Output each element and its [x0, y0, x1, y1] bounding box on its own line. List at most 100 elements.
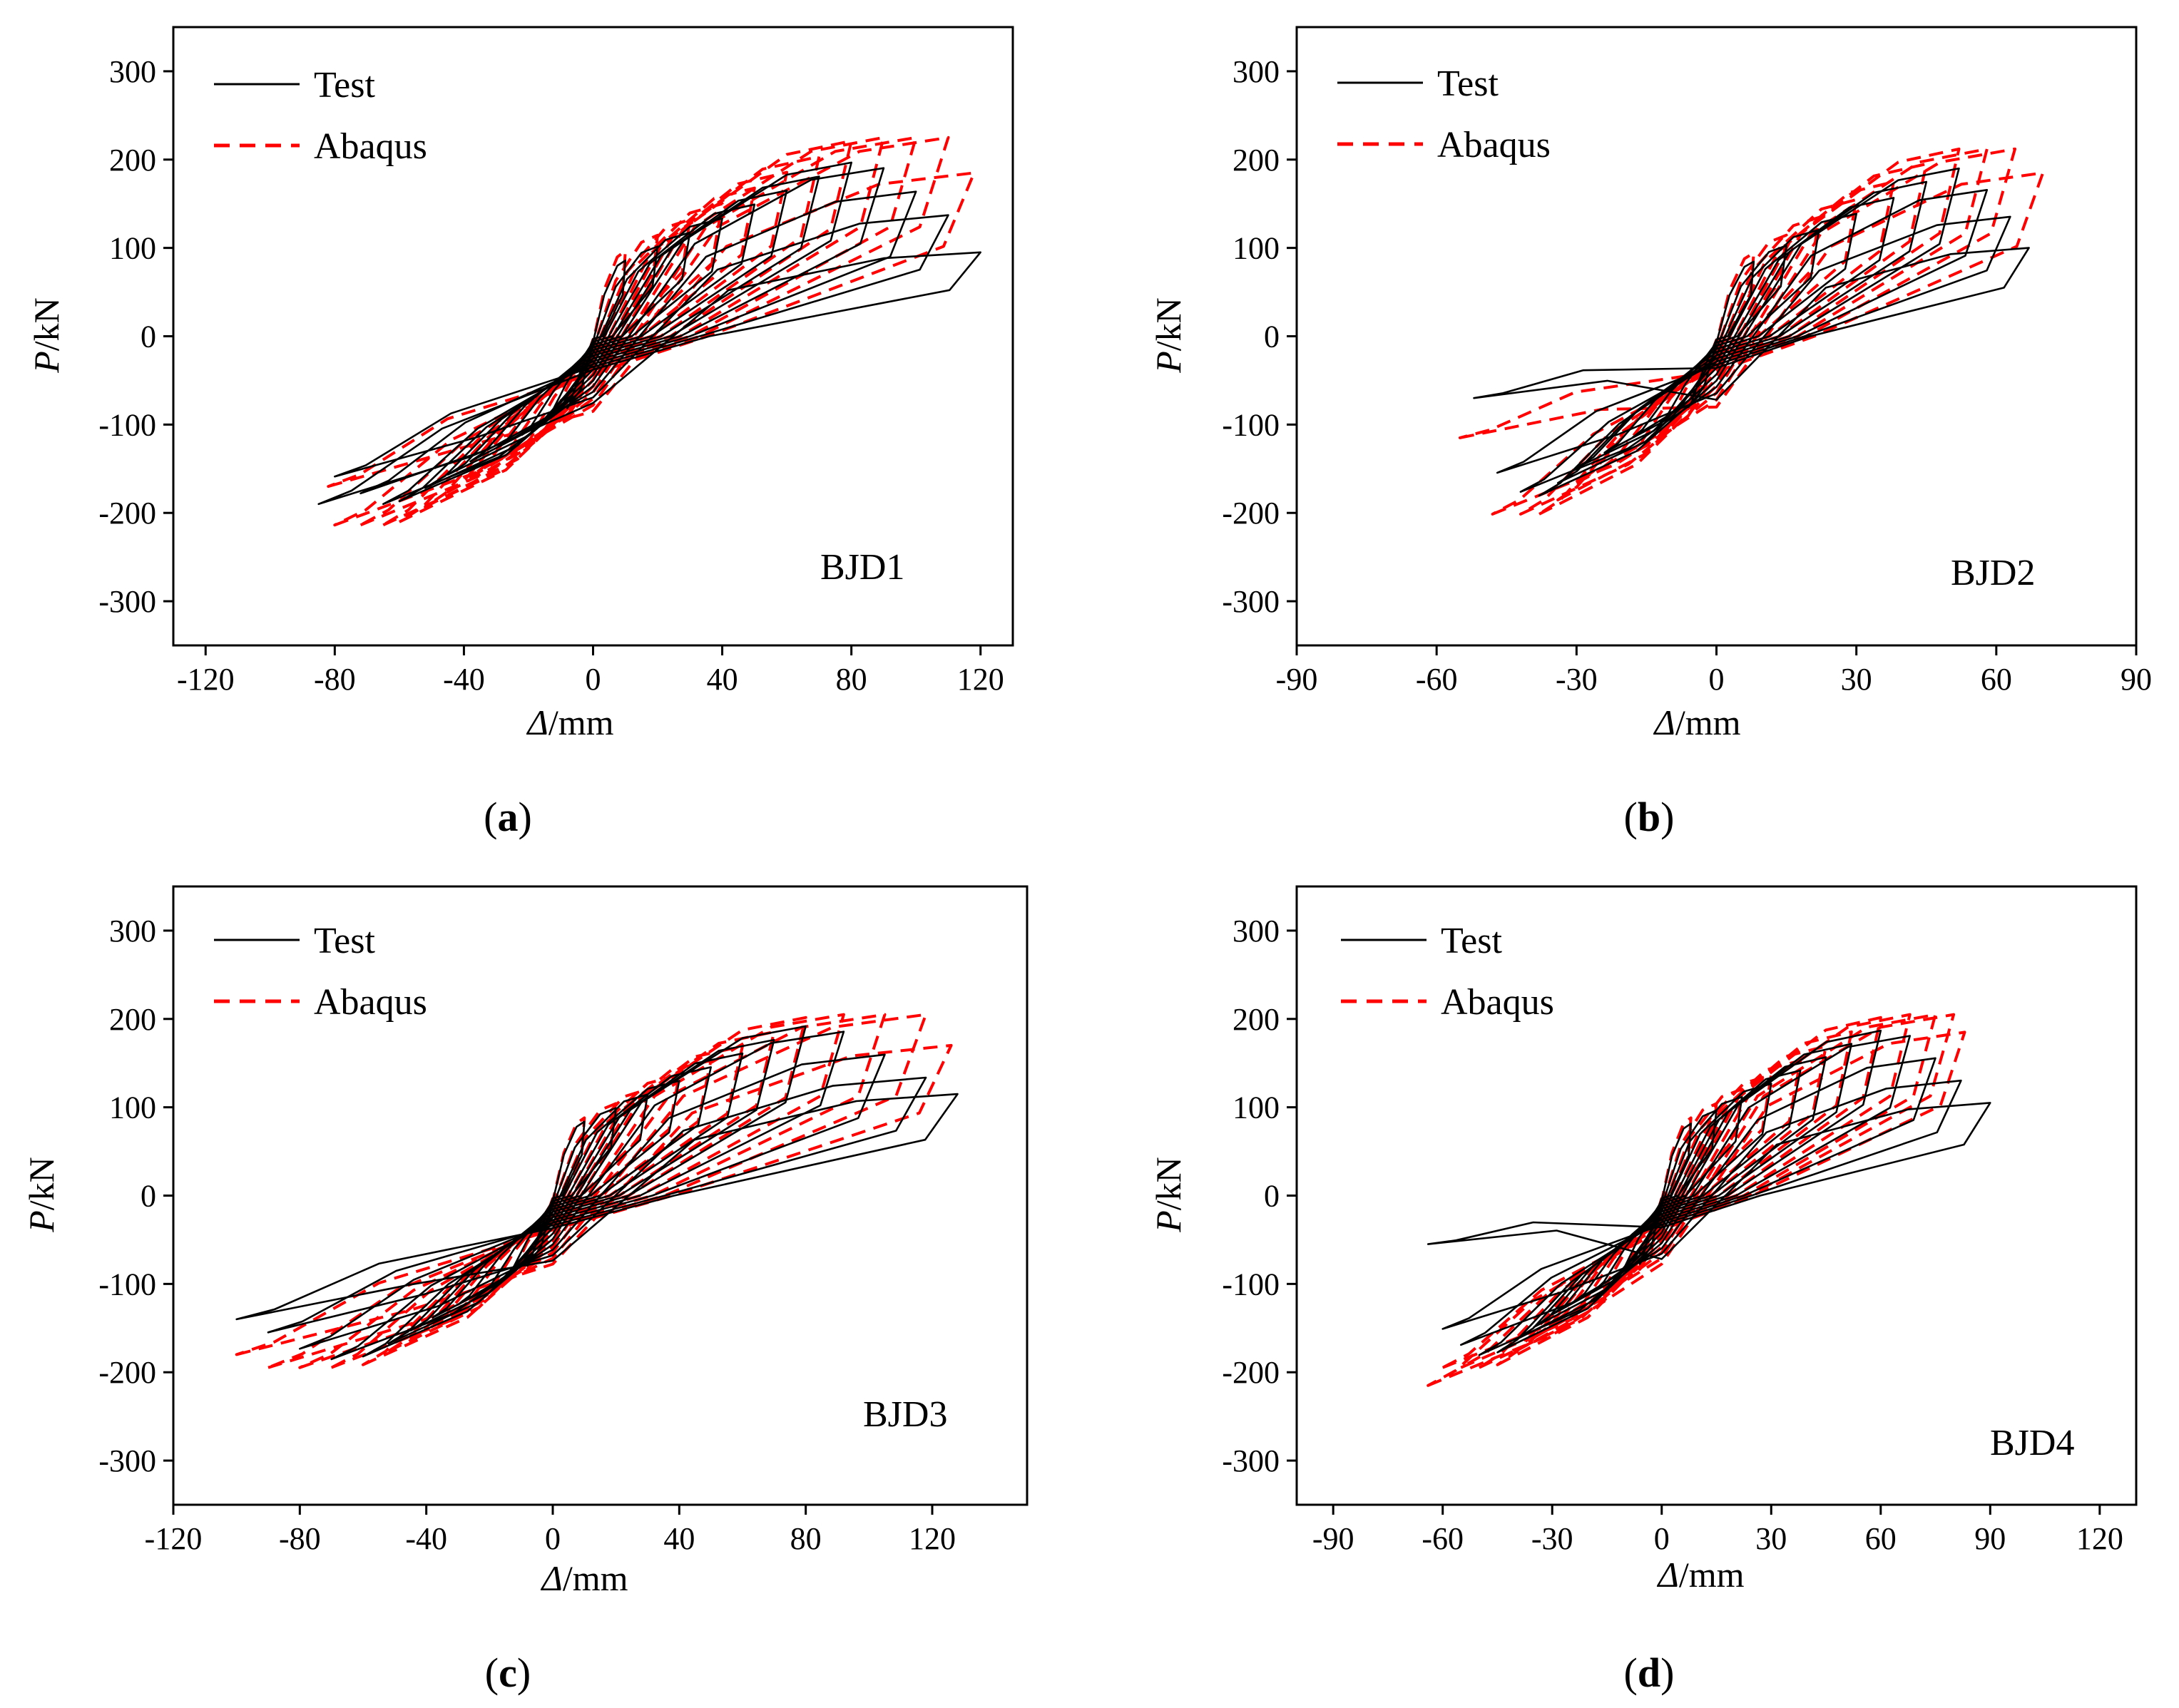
x-axis-unit: /mm [548, 702, 614, 742]
panel-d: -90 -60 -30 0 30 60 90 120-300-200-100010020030… [1148, 885, 2138, 1696]
caption-close: ) [1660, 794, 1674, 840]
test-loop [409, 1052, 744, 1332]
ticks-layer: -120 -80 -40 0 40 80 120 -300 -200 -100 0 100 200 300 [98, 914, 956, 1556]
x-tick-label: 0 [1709, 662, 1725, 697]
y-tick-label: 200 [1233, 143, 1280, 178]
y-tick-label: -100 [98, 1267, 156, 1302]
y-tick-label: 200 [109, 1002, 156, 1037]
caption-open: ( [484, 794, 497, 840]
test-loop [359, 190, 917, 495]
x-tick-label: 80 [790, 1521, 822, 1556]
y-tick-label: 0 [141, 1179, 156, 1214]
caption-close: ) [517, 1650, 531, 1696]
y-axis-title: P/kN [26, 297, 66, 374]
y-axis-unit: /kN [1148, 1157, 1188, 1210]
y-tick-label: -200 [98, 1355, 156, 1390]
test-loop [235, 1093, 959, 1321]
y-tick-label: -200 [1222, 496, 1280, 531]
legend: Test Abaqus [1341, 921, 1554, 1023]
x-tick-label: 60 [1981, 662, 2012, 697]
x-axis-title: Δ/mm [540, 1558, 628, 1598]
panel-caption: (c) [485, 1650, 531, 1696]
caption-close: ) [1660, 1650, 1674, 1696]
x-tick-label: 90 [1974, 1521, 2006, 1556]
test-loop [317, 251, 981, 506]
y-axis-title: P/kN [1148, 1157, 1188, 1233]
panel-c: -120 -80 -40 0 40 80 120 -300 -200 -100 0 100 200 300… [21, 885, 1029, 1696]
legend-test-label: Test [1441, 921, 1502, 961]
specimen-label: BJD2 [1951, 553, 2035, 593]
x-tick-label: 0 [1654, 1521, 1670, 1556]
x-axis-title: Δ/mm [1653, 702, 1740, 742]
caption-letter: d [1638, 1650, 1660, 1696]
legend: Test Abaqus [1337, 63, 1551, 165]
x-tick-label: -80 [279, 1521, 321, 1556]
x-tick-label: 120 [2076, 1521, 2123, 1556]
legend-abaqus-label: Abaqus [1441, 982, 1554, 1023]
panel-caption: (b) [1624, 794, 1675, 840]
test-loop [1538, 167, 1960, 497]
y-tick-label: 0 [1264, 319, 1280, 354]
x-tick-label: 30 [1841, 662, 1872, 697]
x-tick-label: -120 [177, 662, 235, 697]
legend: Test Abaqus [214, 921, 427, 1023]
x-axis-unit: /mm [563, 1558, 628, 1598]
x-tick-label: -60 [1416, 662, 1458, 697]
y-tick-label: -200 [1222, 1355, 1280, 1390]
panel-caption: (d) [1624, 1650, 1675, 1696]
y-tick-label: -300 [1222, 1443, 1280, 1478]
y-tick-label: -200 [98, 496, 156, 531]
ticks-layer: -90 -60 -30 0 30 60 90 120-300-200-100010020030… [1222, 914, 2123, 1556]
test-loop [1603, 213, 1857, 454]
test-loop [1460, 1057, 1936, 1346]
y-tick-label: 100 [1233, 231, 1280, 266]
x-tick-label: -80 [314, 662, 356, 697]
y-axis-var: P [26, 351, 66, 374]
caption-letter: c [499, 1650, 517, 1696]
abaqus-loop [1427, 1031, 1966, 1387]
y-tick-label: 300 [1233, 914, 1280, 948]
caption-open: ( [485, 1650, 499, 1696]
legend-test-label: Test [314, 921, 375, 961]
series-layer [1427, 1013, 1991, 1387]
x-tick-label: 0 [586, 662, 601, 697]
legend-abaqus-label: Abaqus [314, 126, 427, 167]
legend-test-label: Test [1437, 63, 1499, 104]
x-axis-var: Δ [540, 1558, 562, 1598]
x-tick-label: 0 [545, 1521, 561, 1556]
test-loop [1551, 1069, 1802, 1316]
x-axis-title: Δ/mm [526, 702, 613, 742]
test-loop [362, 1025, 807, 1358]
x-axis-title: Δ/mm [1656, 1555, 1744, 1595]
y-axis-var: P [21, 1210, 61, 1233]
series-layer [317, 135, 981, 527]
y-tick-label: 300 [1233, 54, 1280, 89]
y-tick-label: 200 [109, 143, 156, 178]
test-loop [398, 161, 852, 503]
y-axis-title: P/kN [1148, 297, 1188, 374]
caption-letter: b [1638, 794, 1660, 840]
series-layer [235, 1013, 959, 1369]
test-loop [1473, 247, 2030, 401]
abaqus-loop [333, 135, 950, 527]
y-tick-label: -300 [98, 1443, 156, 1478]
x-tick-label: 40 [707, 662, 738, 697]
y-tick-label: -100 [1222, 407, 1280, 442]
x-tick-label: 80 [836, 662, 867, 697]
y-tick-label: 100 [109, 231, 156, 266]
x-tick-label: 40 [663, 1521, 695, 1556]
x-tick-label: -60 [1422, 1521, 1464, 1556]
abaqus-loop [1575, 180, 1895, 485]
abaqus-loop [1441, 1013, 1956, 1369]
abaqus-loop [520, 218, 692, 449]
x-tick-label: 60 [1865, 1521, 1897, 1556]
abaqus-loop [1458, 171, 2045, 439]
y-axis-unit: /kN [26, 297, 66, 351]
y-tick-label: 200 [1233, 1002, 1280, 1037]
x-axis-var: Δ [1653, 702, 1675, 742]
abaqus-loop [494, 202, 724, 464]
x-tick-label: 90 [2121, 662, 2152, 697]
abaqus-loop [382, 135, 885, 527]
